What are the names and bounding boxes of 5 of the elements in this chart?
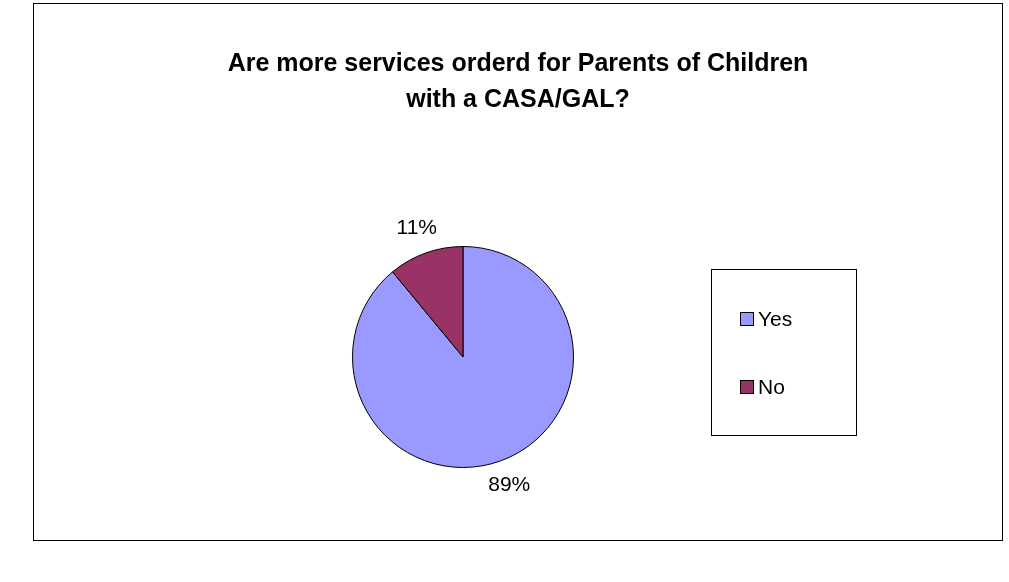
data-label: 89% — [488, 472, 531, 496]
legend-label: Yes — [758, 306, 793, 331]
data-label: 11% — [396, 215, 437, 239]
chart-title: Are more services orderd for Parents of Children with a CASA/GAL? — [226, 47, 810, 114]
legend-label: No — [758, 374, 785, 399]
